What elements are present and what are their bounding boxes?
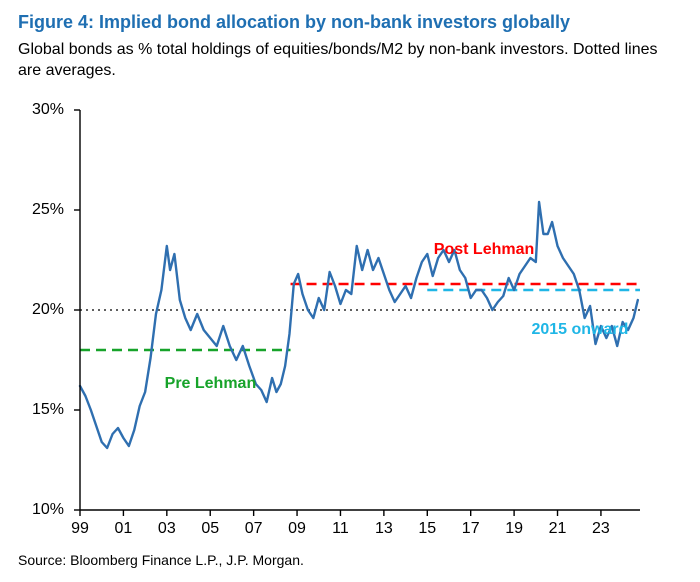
x-tick-label: 21 (549, 520, 567, 538)
x-tick-label: 15 (418, 520, 436, 538)
y-tick-label: 20% (14, 301, 64, 319)
annotation-post_lehman_label: Post Lehman (434, 241, 534, 259)
x-tick-label: 05 (201, 520, 219, 538)
x-tick-label: 17 (462, 520, 480, 538)
figure-source: Source: Bloomberg Finance L.P., J.P. Mor… (18, 552, 304, 568)
x-tick-label: 11 (332, 520, 349, 538)
x-tick-label: 19 (505, 520, 523, 538)
annotation-2015_onward_label: 2015 onward (531, 321, 628, 339)
x-tick-label: 01 (115, 520, 133, 538)
x-tick-label: 03 (158, 520, 176, 538)
figure-title: Figure 4: Implied bond allocation by non… (18, 12, 570, 33)
x-tick-label: 99 (71, 520, 89, 538)
chart-plot-area: 10%15%20%25%30% 990103050709111315171921… (80, 110, 640, 510)
y-tick-label: 15% (14, 401, 64, 419)
x-tick-label: 09 (288, 520, 306, 538)
figure-subtitle: Global bonds as % total holdings of equi… (18, 40, 676, 82)
x-tick-label: 07 (245, 520, 263, 538)
y-tick-label: 30% (14, 101, 64, 119)
x-tick-label: 23 (592, 520, 610, 538)
y-tick-label: 10% (14, 501, 64, 519)
y-tick-labels: 10%15%20%25%30% (20, 110, 70, 510)
y-tick-label: 25% (14, 201, 64, 219)
chart-annotations: Pre Lehman Post Lehman 2015 onward (80, 110, 640, 510)
x-tick-label: 13 (375, 520, 393, 538)
figure-container: Figure 4: Implied bond allocation by non… (0, 0, 700, 582)
annotation-pre_lehman_label: Pre Lehman (165, 375, 257, 393)
